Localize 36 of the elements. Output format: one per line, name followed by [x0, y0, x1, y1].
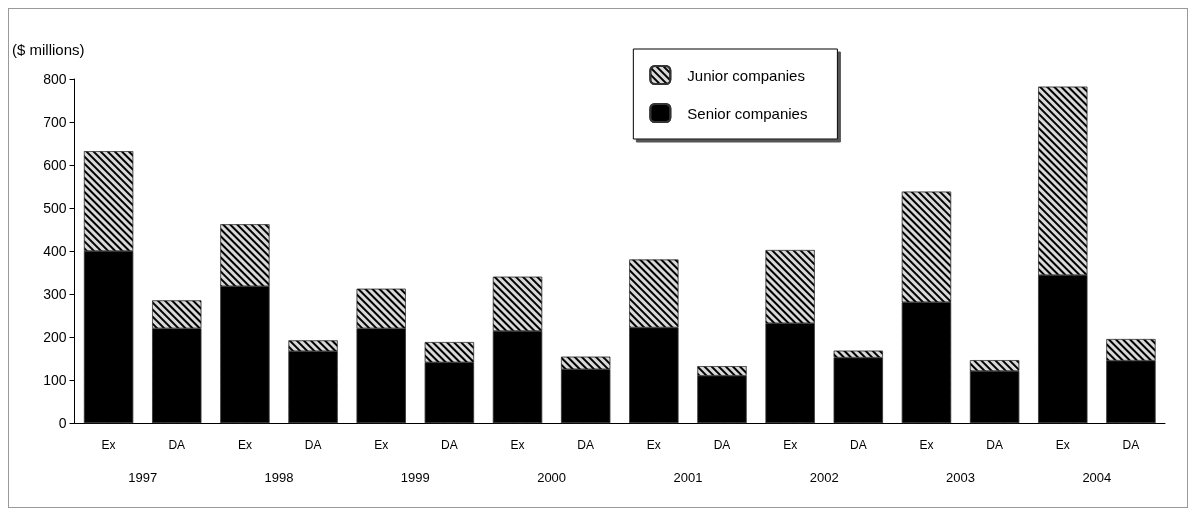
- text: 2000: [537, 470, 567, 485]
- x-tick-label: DA: [168, 438, 186, 452]
- x-tick-label: DA: [1122, 438, 1140, 452]
- y-tick-label: 600: [43, 157, 67, 173]
- x-tick-label: DA: [577, 438, 595, 452]
- text: 2003: [946, 470, 975, 485]
- text: 1998: [264, 470, 294, 485]
- legend-label: Senior companies: [687, 104, 808, 122]
- x-tick-label: Ex: [1055, 438, 1070, 452]
- x-tick-label: Ex: [101, 438, 116, 452]
- text: 2001: [673, 470, 703, 485]
- y-tick-label: 0: [58, 415, 67, 431]
- x-tick-label: DA: [986, 438, 1003, 452]
- x-tick-label: Ex: [374, 438, 389, 452]
- x-tick-label: Ex: [237, 438, 252, 452]
- text: 1997: [128, 470, 158, 485]
- x-tick-label: DA: [849, 438, 867, 452]
- y-tick-label: 500: [43, 200, 67, 216]
- legend-label: Junior companies: [687, 66, 805, 84]
- x-tick-label: Ex: [646, 438, 661, 452]
- text: 2002: [809, 470, 839, 485]
- y-axis-title: ($ millions): [11, 41, 85, 58]
- text: 1999: [400, 470, 430, 485]
- y-tick-label: 700: [43, 114, 67, 130]
- y-tick-label: 400: [43, 243, 67, 259]
- x-tick-label: DA: [713, 438, 731, 452]
- x-tick-label: Ex: [919, 438, 934, 452]
- y-tick-label: 100: [43, 372, 67, 388]
- x-tick-label: Ex: [510, 438, 525, 452]
- y-tick-label: 800: [43, 71, 67, 87]
- x-tick-label: Ex: [783, 438, 798, 452]
- y-tick-label: 200: [43, 329, 67, 345]
- y-tick-label: 300: [43, 286, 67, 302]
- text: 2004: [1082, 470, 1112, 485]
- x-tick-label: DA: [441, 438, 458, 452]
- x-tick-label: DA: [304, 438, 322, 452]
